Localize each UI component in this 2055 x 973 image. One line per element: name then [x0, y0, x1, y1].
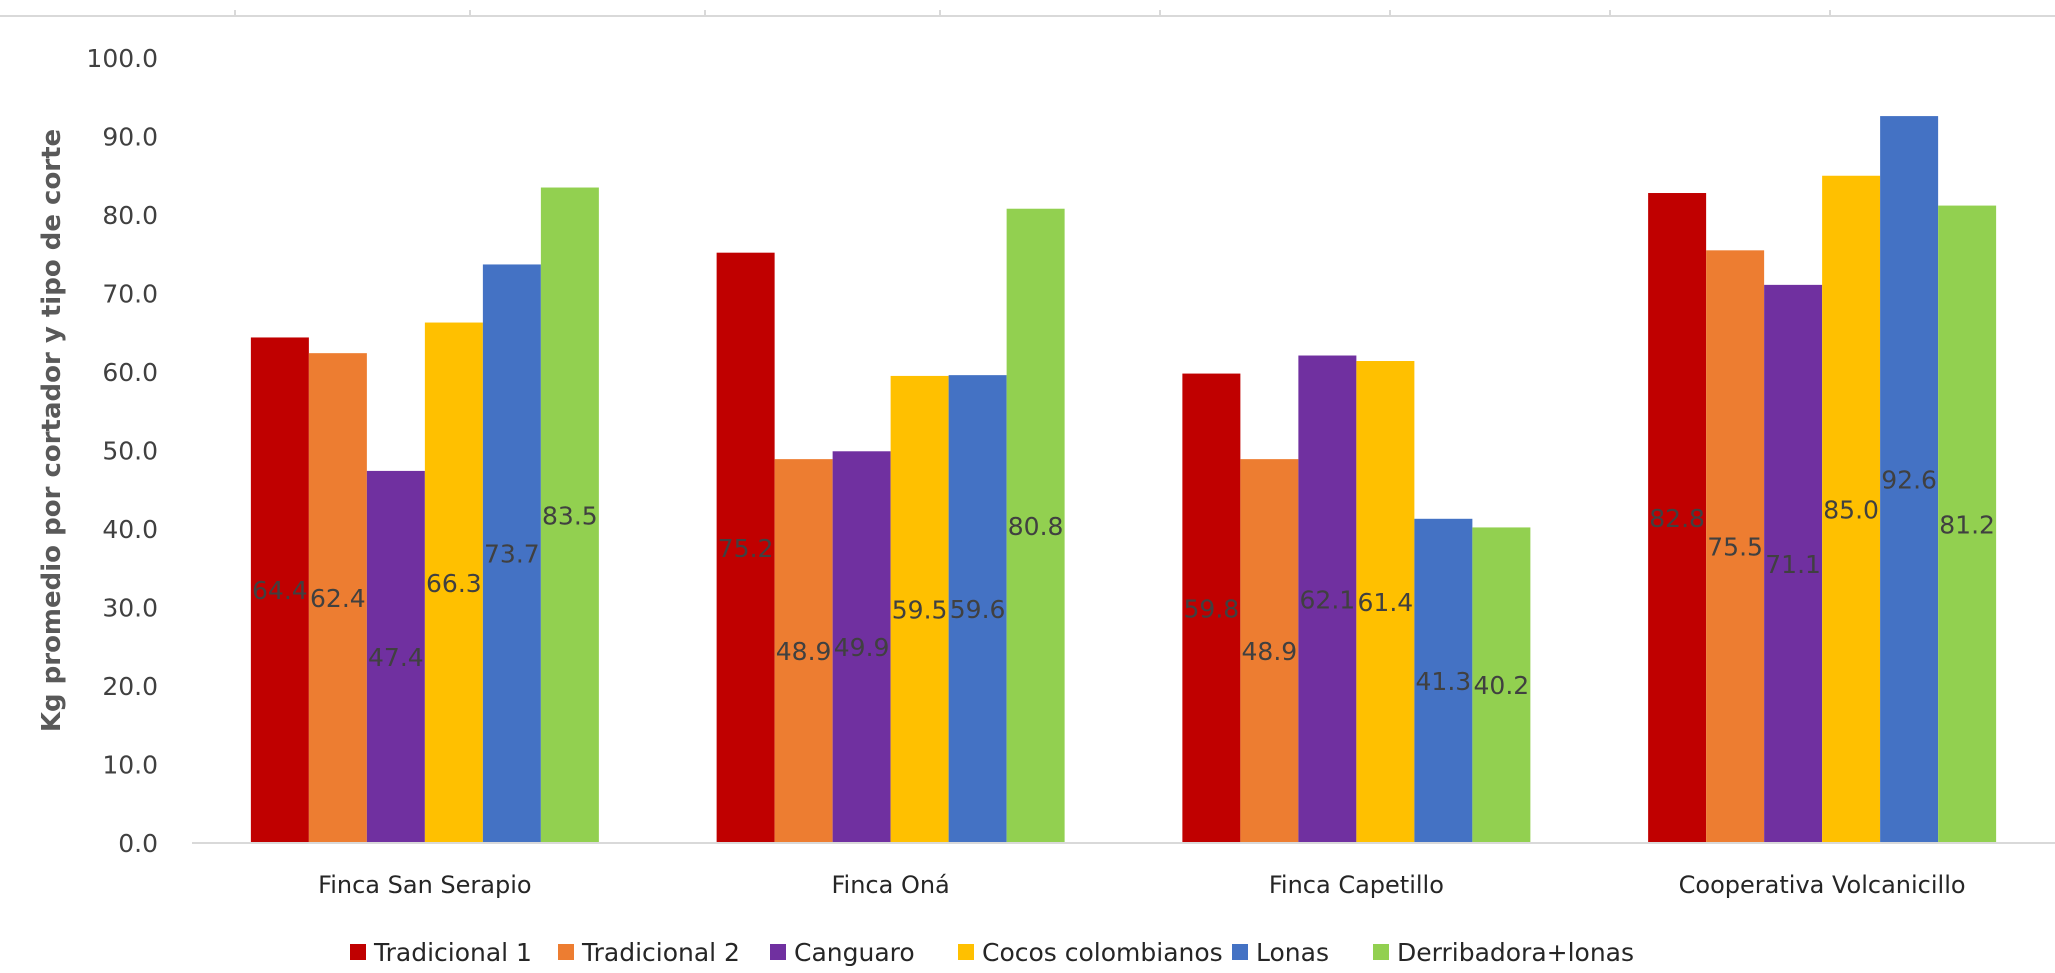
bar — [1764, 284, 1823, 843]
legend-label: Canguaro — [794, 938, 915, 967]
data-label: 41.3 — [1416, 667, 1472, 696]
data-label: 75.2 — [718, 534, 774, 563]
bar — [366, 470, 425, 843]
data-label: 73.7 — [484, 540, 540, 569]
legend-swatch — [1373, 944, 1389, 960]
y-tick-label: 70.0 — [102, 280, 158, 309]
data-label: 83.5 — [542, 501, 598, 530]
bar — [308, 353, 367, 843]
y-axis-title: Kg promedio por cortador y tipo de corte — [37, 129, 67, 732]
data-label: 48.9 — [1242, 637, 1298, 666]
y-tick-label: 10.0 — [102, 751, 158, 780]
x-axis: Finca San Serapio Finca Oná Finca Capetill… — [318, 871, 1965, 899]
legend-label: Derribadora+lonas — [1397, 938, 1634, 967]
bar — [482, 264, 541, 844]
y-axis: 0.0 10.0 20.0 30.0 40.0 50.0 60.0 70.0 80.0 90.0 1… — [86, 44, 158, 858]
data-label: 80.8 — [1008, 512, 1064, 541]
bar — [1648, 193, 1707, 843]
legend: Tradicional 1 Tradicional 2 Canguaro Cocos … — [350, 938, 1634, 967]
x-tick-label: Finca Capetillo — [1269, 871, 1444, 899]
bar — [1240, 459, 1299, 843]
x-tick-label: Finca San Serapio — [318, 871, 531, 899]
y-tick-label: 100.0 — [86, 44, 158, 73]
legend-label: Lonas — [1256, 938, 1329, 967]
legend-label: Tradicional 1 — [373, 938, 532, 967]
data-label: 47.4 — [368, 643, 424, 672]
y-tick-label: 20.0 — [102, 672, 158, 701]
bar — [1356, 361, 1415, 843]
data-label: 61.4 — [1358, 588, 1414, 617]
bar — [716, 252, 775, 843]
bar — [540, 187, 599, 843]
data-labels: 64.4 75.2 59.8 82.8 62.4 48.9 48.9 75.5 47.4 49.9… — [252, 466, 1995, 701]
bar — [1706, 250, 1765, 843]
bar — [948, 375, 1007, 843]
chart-top-border — [0, 10, 2055, 17]
bar — [1006, 208, 1065, 844]
data-label: 81.2 — [1939, 510, 1995, 539]
x-tick-label: Cooperativa Volcanicillo — [1679, 871, 1966, 899]
data-label: 59.8 — [1184, 594, 1240, 623]
bar — [1182, 373, 1241, 843]
data-label: 64.4 — [252, 576, 308, 605]
legend-swatch — [958, 944, 974, 960]
legend-swatch — [1232, 944, 1248, 960]
data-label: 40.2 — [1474, 671, 1530, 700]
data-label: 92.6 — [1881, 466, 1937, 495]
data-label: 66.3 — [426, 569, 482, 598]
bar — [1938, 205, 1997, 843]
y-tick-label: 30.0 — [102, 594, 158, 623]
data-label: 75.5 — [1707, 533, 1763, 562]
x-tick-label: Finca Oná — [831, 871, 949, 899]
legend-swatch — [350, 944, 366, 960]
bar — [774, 459, 833, 843]
bar — [250, 337, 309, 843]
legend-swatch — [558, 944, 574, 960]
data-label: 48.9 — [776, 637, 832, 666]
data-label: 82.8 — [1649, 504, 1705, 533]
data-label: 62.4 — [310, 584, 366, 613]
data-label: 49.9 — [834, 633, 890, 662]
bars — [250, 116, 1997, 844]
bar — [832, 451, 891, 843]
bar — [890, 375, 949, 843]
bar — [1414, 518, 1473, 843]
y-tick-label: 50.0 — [102, 437, 158, 466]
y-tick-label: 60.0 — [102, 358, 158, 387]
bar — [424, 322, 483, 843]
data-label: 71.1 — [1765, 550, 1821, 579]
data-label: 85.0 — [1823, 495, 1879, 524]
data-label: 59.5 — [892, 595, 948, 624]
legend-label: Tradicional 2 — [581, 938, 740, 967]
bar — [1880, 116, 1939, 844]
y-tick-label: 80.0 — [102, 201, 158, 230]
y-tick-label: 90.0 — [102, 123, 158, 152]
legend-swatch — [770, 944, 786, 960]
data-label: 59.6 — [950, 595, 1006, 624]
data-label: 62.1 — [1300, 585, 1356, 614]
y-tick-label: 40.0 — [102, 515, 158, 544]
bar — [1472, 527, 1531, 843]
legend-label: Cocos colombianos — [982, 938, 1223, 967]
bar — [1298, 355, 1357, 843]
y-tick-label: 0.0 — [118, 829, 158, 858]
bar — [1822, 175, 1881, 843]
